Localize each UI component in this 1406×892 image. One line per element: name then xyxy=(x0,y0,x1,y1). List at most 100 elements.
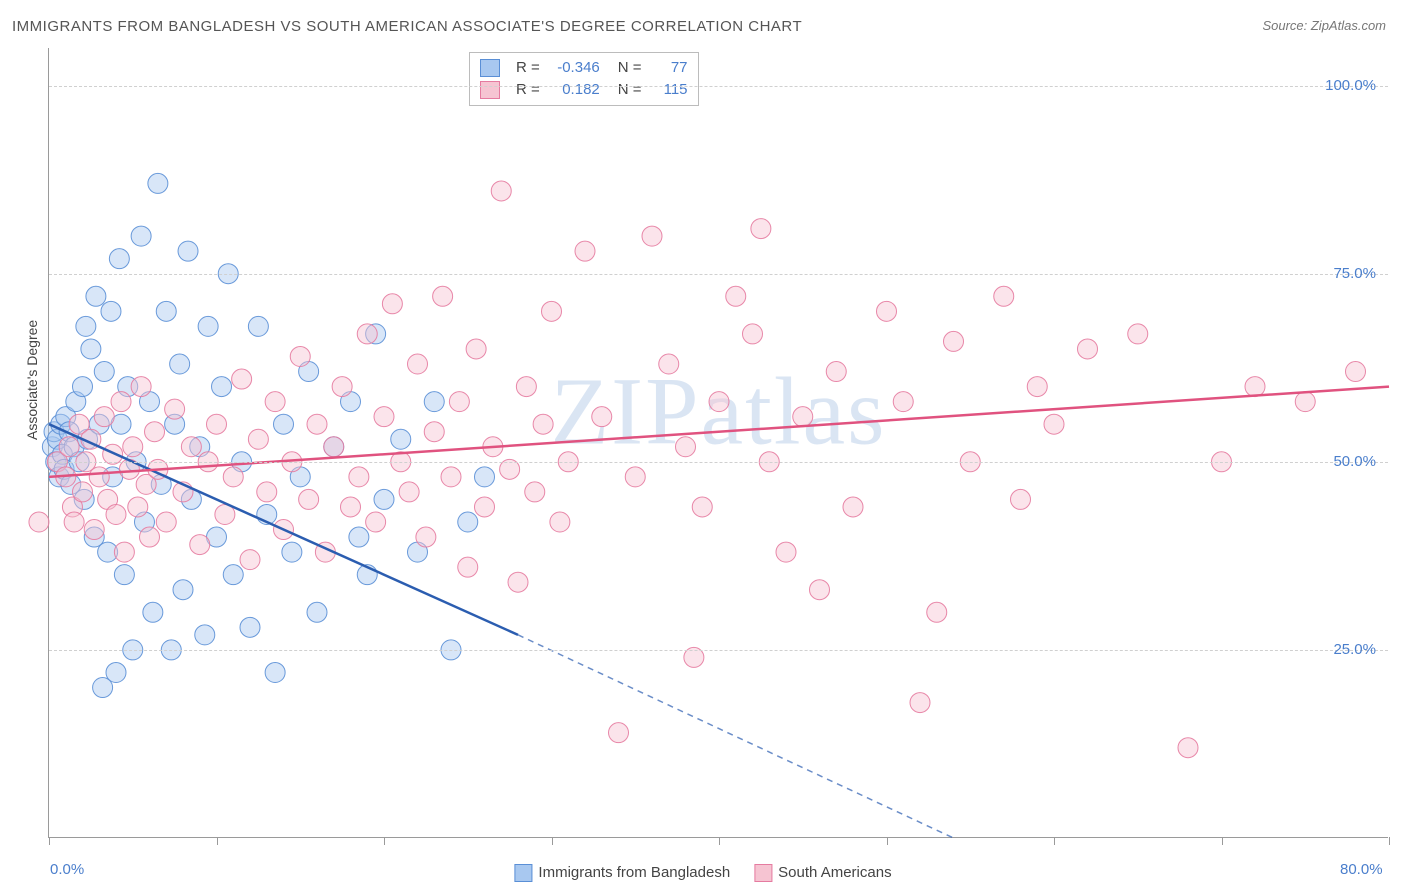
scatter-point xyxy=(165,399,185,419)
scatter-point xyxy=(257,482,277,502)
scatter-point xyxy=(76,316,96,336)
stat-r-label: R = xyxy=(516,79,540,101)
scatter-point xyxy=(240,617,260,637)
stat-n-value: 115 xyxy=(652,79,688,101)
stat-n-label: N = xyxy=(618,57,642,79)
scatter-point xyxy=(1128,324,1148,344)
scatter-point xyxy=(374,489,394,509)
x-tick xyxy=(1389,837,1390,845)
scatter-point xyxy=(181,437,201,457)
scatter-point xyxy=(73,482,93,502)
scatter-point xyxy=(776,542,796,562)
scatter-point xyxy=(195,625,215,645)
scatter-point xyxy=(290,346,310,366)
scatter-point xyxy=(542,301,562,321)
x-tick xyxy=(1222,837,1223,845)
scatter-point xyxy=(533,414,553,434)
y-tick-label: 75.0% xyxy=(1333,265,1376,282)
y-tick-label: 50.0% xyxy=(1333,453,1376,470)
scatter-point xyxy=(156,301,176,321)
scatter-point xyxy=(877,301,897,321)
scatter-point xyxy=(793,407,813,427)
x-tick-label: 80.0% xyxy=(1340,861,1383,878)
stat-r-label: R = xyxy=(516,57,540,79)
scatter-point xyxy=(101,301,121,321)
legend-swatch xyxy=(754,864,772,882)
scatter-point xyxy=(475,497,495,517)
x-tick xyxy=(217,837,218,845)
scatter-point xyxy=(223,565,243,585)
gridline xyxy=(49,86,1388,87)
scatter-point xyxy=(475,467,495,487)
scatter-point xyxy=(408,354,428,374)
scatter-point xyxy=(550,512,570,532)
scatter-point xyxy=(173,580,193,600)
scatter-point xyxy=(106,662,126,682)
scatter-point xyxy=(516,377,536,397)
scatter-point xyxy=(994,286,1014,306)
scatter-point xyxy=(416,527,436,547)
scatter-point xyxy=(382,294,402,314)
stats-row: R = -0.346 N = 77 xyxy=(480,57,688,79)
scatter-point xyxy=(1346,362,1366,382)
scatter-point xyxy=(910,693,930,713)
scatter-point xyxy=(240,550,260,570)
scatter-point xyxy=(1044,414,1064,434)
scatter-point xyxy=(59,437,79,457)
scatter-point xyxy=(692,497,712,517)
scatter-point xyxy=(248,316,268,336)
scatter-point xyxy=(140,527,160,547)
scatter-point xyxy=(86,286,106,306)
y-tick-label: 100.0% xyxy=(1325,77,1376,94)
scatter-point xyxy=(491,181,511,201)
scatter-point xyxy=(349,467,369,487)
scatter-point xyxy=(927,602,947,622)
x-tick xyxy=(384,837,385,845)
scatter-point xyxy=(131,226,151,246)
scatter-point xyxy=(145,422,165,442)
gridline xyxy=(49,650,1388,651)
legend-label: Immigrants from Bangladesh xyxy=(538,864,730,881)
stats-box: R = -0.346 N = 77R =0.182N =115 xyxy=(469,52,699,106)
scatter-point xyxy=(449,392,469,412)
scatter-point xyxy=(366,512,386,532)
scatter-point xyxy=(114,542,134,562)
scatter-point xyxy=(625,467,645,487)
scatter-point xyxy=(1011,489,1031,509)
y-axis-label: Associate's Degree xyxy=(24,320,40,440)
scatter-point xyxy=(232,369,252,389)
scatter-point xyxy=(466,339,486,359)
scatter-point xyxy=(207,414,227,434)
source-attribution: Source: ZipAtlas.com xyxy=(1262,18,1386,33)
scatter-point xyxy=(893,392,913,412)
scatter-point xyxy=(143,602,163,622)
scatter-point xyxy=(106,504,126,524)
scatter-point xyxy=(341,497,361,517)
scatter-point xyxy=(265,662,285,682)
scatter-point xyxy=(212,377,232,397)
scatter-point xyxy=(810,580,830,600)
scatter-point xyxy=(1295,392,1315,412)
scatter-point xyxy=(458,557,478,577)
legend-item: South Americans xyxy=(754,864,891,882)
scatter-point xyxy=(433,286,453,306)
scatter-point xyxy=(109,249,129,269)
scatter-point xyxy=(114,565,134,585)
scatter-point xyxy=(84,520,104,540)
scatter-point xyxy=(944,331,964,351)
stats-row: R =0.182N =115 xyxy=(480,79,688,101)
scatter-point xyxy=(609,723,629,743)
scatter-point xyxy=(575,241,595,261)
stat-r-value: -0.346 xyxy=(550,57,600,79)
legend-bottom: Immigrants from Bangladesh South American… xyxy=(514,864,891,882)
scatter-point xyxy=(128,497,148,517)
scatter-point xyxy=(299,489,319,509)
scatter-point xyxy=(743,324,763,344)
scatter-point xyxy=(374,407,394,427)
scatter-point xyxy=(642,226,662,246)
scatter-point xyxy=(190,535,210,555)
stat-n-value: 77 xyxy=(652,57,688,79)
x-tick xyxy=(1054,837,1055,845)
gridline xyxy=(49,274,1388,275)
scatter-point xyxy=(441,467,461,487)
